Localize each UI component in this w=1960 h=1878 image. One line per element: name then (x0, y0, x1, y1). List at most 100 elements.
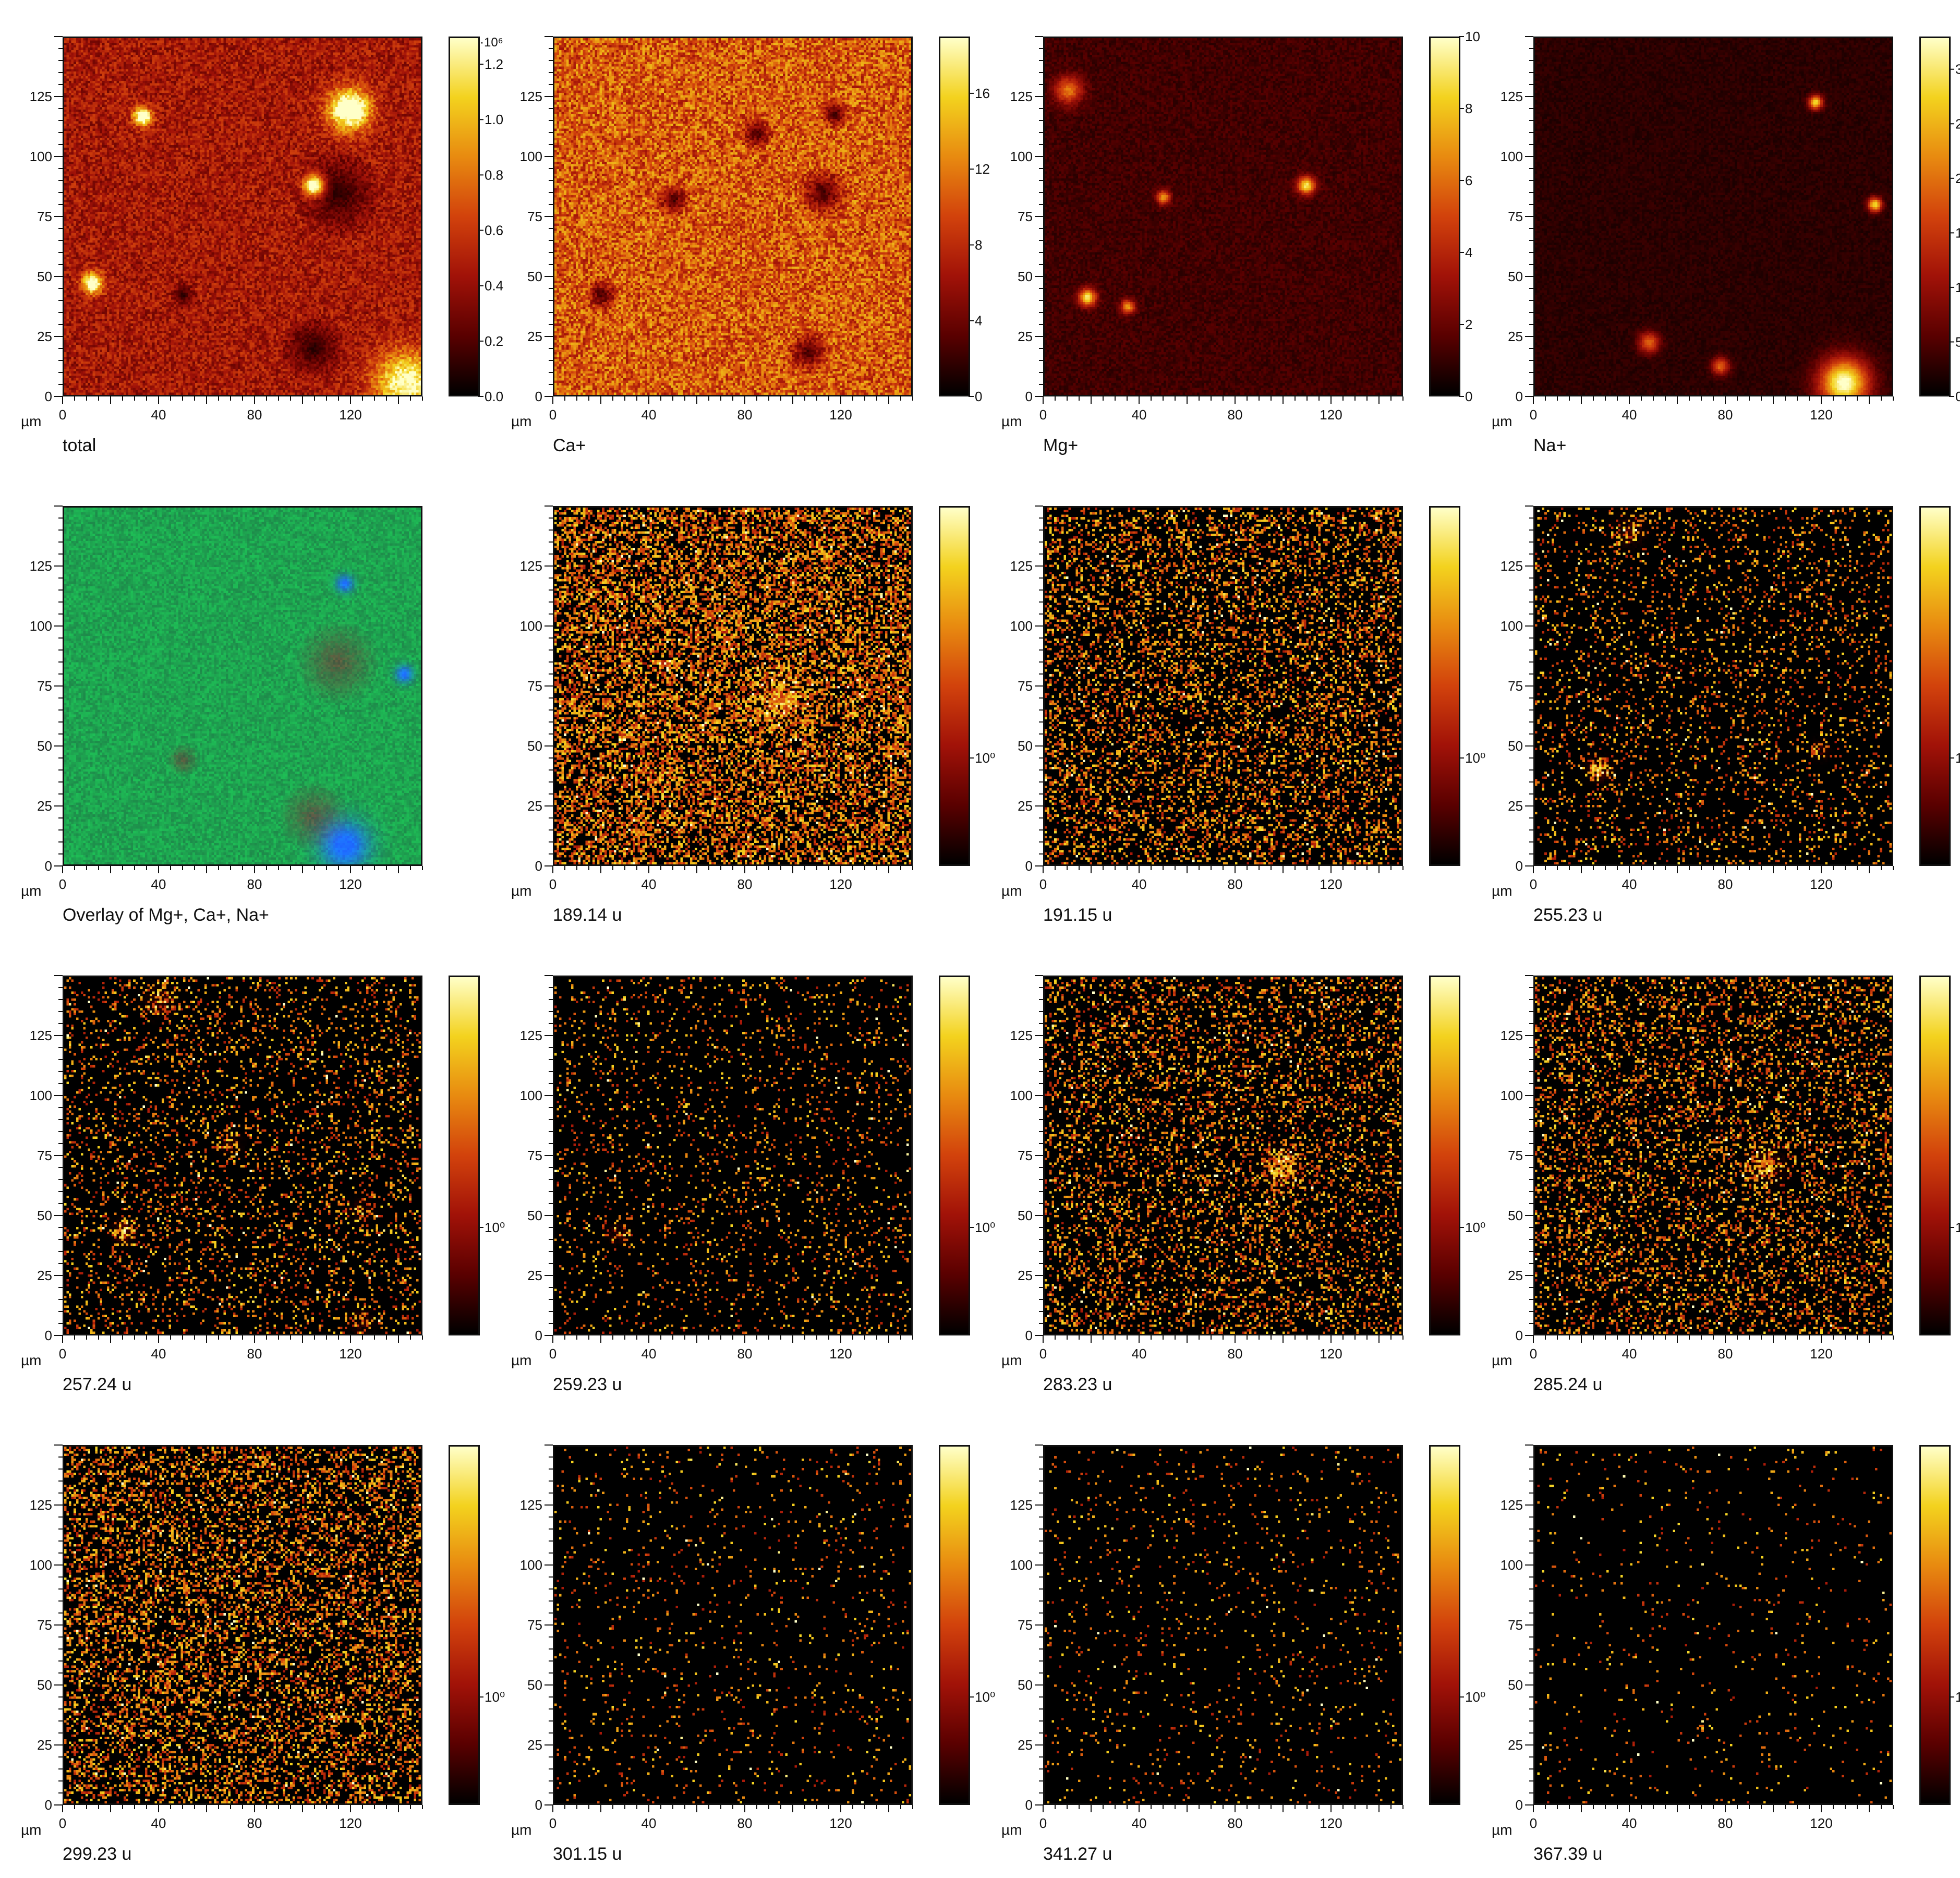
x-tick-label: 40 (151, 1815, 166, 1831)
x-tick-label: 120 (1810, 407, 1832, 423)
x-tick-label: 40 (1622, 1346, 1637, 1362)
y-tick-label: 25 (1018, 798, 1033, 814)
colorbar (939, 1445, 970, 1805)
y-tick-label: 25 (37, 329, 52, 344)
x-tick-label: 120 (1320, 407, 1342, 423)
chart-panel-4: 0 25 50 75 100 125 0 40 80 120 µm Na+ 0 5 10 15 20 25 30 (1481, 10, 1960, 469)
y-tick-label: 0 (535, 389, 542, 404)
y-tick-label: 75 (37, 209, 52, 224)
x-axis: 0 40 80 120 (1530, 1805, 1894, 1831)
colorbar-tick-label: 4 (975, 313, 982, 329)
y-tick-label: 75 (1508, 678, 1523, 694)
y-tick-label: 75 (527, 1148, 542, 1163)
chart-panel-16: 0 25 50 75 100 125 0 40 80 120 µm 367.39 u 10⁰ (1481, 1419, 1960, 1878)
chart-panel-13: 0 25 50 75 100 125 0 40 80 120 µm 299.23 u 10⁰ (10, 1419, 505, 1878)
chart-panel-9: 0 25 50 75 100 125 0 40 80 120 µm 257.24 u 10⁰ (10, 949, 505, 1408)
colorbar-tick-label: 12 (975, 161, 990, 177)
heatmap-image (1535, 38, 1892, 395)
x-tick-label: 120 (1320, 1815, 1342, 1831)
y-tick-label: 100 (30, 1557, 52, 1573)
colorbar (1429, 37, 1460, 396)
x-tick-label: 0 (549, 1815, 556, 1831)
x-tick-label: 80 (1228, 1815, 1243, 1831)
x-tick-label: 0 (1530, 876, 1537, 892)
chart-panel-5: 0 25 50 75 100 125 0 40 80 120 µm Overlay of Mg+, C… (10, 480, 490, 939)
y-tick-label: 0 (535, 1797, 542, 1813)
y-tick-label: 125 (30, 89, 52, 104)
chart-panel-15: 0 25 50 75 100 125 0 40 80 120 µm 341.27 u 10⁰ (991, 1419, 1485, 1878)
y-axis: 0 25 50 75 100 125 (1501, 505, 1533, 874)
x-axis: 0 40 80 120 (1039, 1335, 1404, 1362)
y-tick-label: 75 (37, 1617, 52, 1633)
y-tick-label: 0 (45, 1328, 52, 1343)
y-tick-label: 0 (1516, 1797, 1523, 1813)
y-axis: 0 25 50 75 100 125 (30, 975, 63, 1343)
heatmap-image (64, 1447, 421, 1803)
colorbar (939, 506, 970, 866)
heatmap-image (1045, 1447, 1401, 1803)
y-tick-label: 75 (1508, 1617, 1523, 1633)
colorbar-tick-label: 16 (975, 86, 990, 101)
panel-caption: total (63, 436, 96, 455)
colorbar-axis: 10⁰ (969, 1220, 995, 1235)
y-tick-label: 100 (30, 1088, 52, 1103)
colorbar (1429, 976, 1460, 1335)
colorbar-tick-label: 20 (1955, 171, 1960, 186)
colorbar-tick-label: 10⁰ (485, 1220, 505, 1235)
x-tick-label: 120 (1810, 1815, 1832, 1831)
panel-caption: 191.15 u (1043, 905, 1112, 925)
y-tick-label: 100 (1501, 149, 1523, 164)
x-tick-label: 40 (151, 407, 166, 423)
chart-panel-14: 0 25 50 75 100 125 0 40 80 120 µm 301.15 u 10⁰ (501, 1419, 995, 1878)
y-tick-label: 25 (37, 1268, 52, 1283)
axis-unit-label: µm (511, 413, 532, 429)
x-tick-label: 80 (247, 407, 262, 423)
colorbar-axis: 10⁰ (1459, 750, 1485, 766)
heatmap-image (1045, 38, 1401, 395)
y-axis: 0 25 50 75 100 125 (30, 505, 63, 874)
y-tick-label: 75 (527, 678, 542, 694)
x-tick-label: 40 (1132, 1346, 1147, 1362)
colorbar-tick-label: 10⁰ (1955, 1689, 1960, 1705)
colorbar-tick-label: 10 (1955, 280, 1960, 295)
x-tick-label: 40 (1622, 1815, 1637, 1831)
y-axis: 0 25 50 75 100 125 (1501, 975, 1533, 1343)
x-tick-label: 80 (1718, 407, 1733, 423)
heatmap (1043, 37, 1403, 396)
y-tick-label: 25 (1508, 1268, 1523, 1283)
colorbar-tick-label: 10⁰ (1465, 1220, 1485, 1235)
y-tick-label: 125 (30, 558, 52, 574)
colorbar-axis: 10⁰ (1459, 1689, 1485, 1705)
heatmap-image (1045, 508, 1401, 864)
x-axis: 0 40 80 120 (59, 1805, 423, 1831)
x-tick-label: 80 (1228, 407, 1243, 423)
x-axis: 0 40 80 120 (1039, 396, 1404, 423)
y-tick-label: 50 (1508, 738, 1523, 754)
x-tick-label: 80 (1718, 1346, 1733, 1362)
y-tick-label: 100 (1010, 618, 1033, 634)
y-tick-label: 50 (1018, 738, 1033, 754)
colorbar-tick-label: 10⁰ (975, 1689, 995, 1705)
y-tick-label: 75 (1508, 209, 1523, 224)
axis-unit-label: µm (21, 413, 42, 429)
chart-panel-3: 0 25 50 75 100 125 0 40 80 120 µm Mg+ 0 2 4 6 8 10 (991, 10, 1480, 469)
y-axis: 0 25 50 75 100 125 (1501, 36, 1533, 404)
x-tick-label: 0 (1039, 407, 1047, 423)
panel-caption: 189.14 u (553, 905, 622, 925)
x-tick-label: 0 (1530, 407, 1537, 423)
axis-unit-label: µm (1001, 1352, 1022, 1368)
chart-panel-12: 0 25 50 75 100 125 0 40 80 120 µm 285.24 u 10⁰ (1481, 949, 1960, 1408)
colorbar-tick-label: 10 (1465, 29, 1480, 44)
panel-caption: 299.23 u (63, 1844, 132, 1864)
y-tick-label: 25 (37, 1737, 52, 1753)
y-tick-label: 0 (535, 1328, 542, 1343)
y-tick-label: 50 (37, 738, 52, 754)
heatmap (553, 506, 913, 866)
x-tick-label: 120 (1810, 876, 1832, 892)
chart-panel-6: 0 25 50 75 100 125 0 40 80 120 µm 189.14 u 10⁰ (501, 480, 995, 939)
colorbar (1919, 506, 1951, 866)
axis-unit-label: µm (511, 883, 532, 899)
y-tick-label: 125 (1501, 1497, 1523, 1513)
colorbar-tick-label: 15 (1955, 225, 1960, 240)
